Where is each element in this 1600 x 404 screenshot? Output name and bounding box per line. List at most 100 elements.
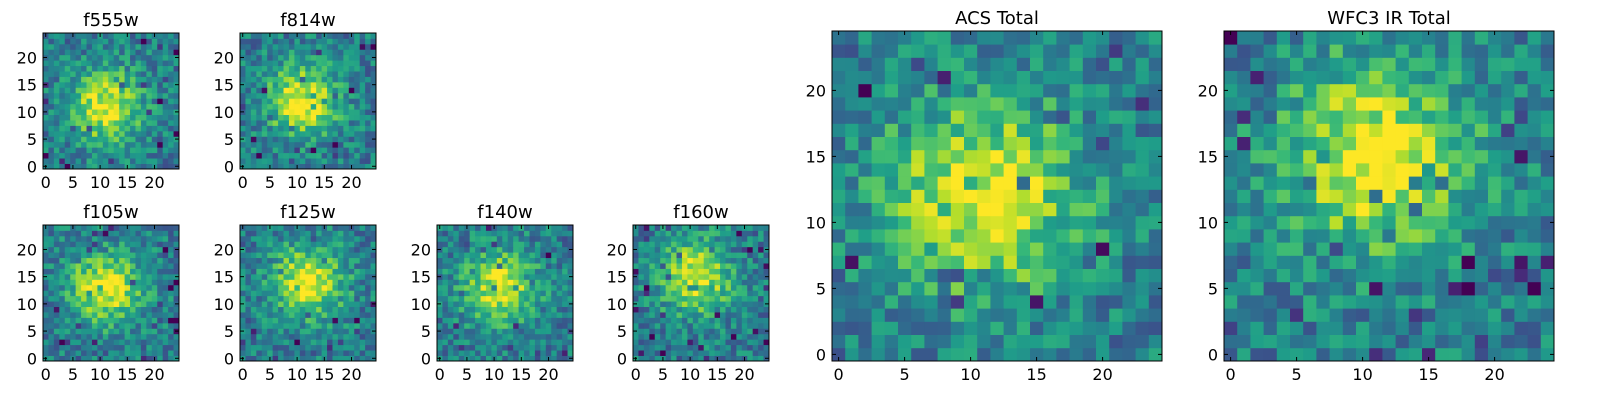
heat-cell [48,317,54,323]
heat-cell [343,301,349,307]
heat-cell [125,323,131,329]
heat-cell [1083,123,1097,137]
heat-cell [677,339,683,345]
heat-cell [858,123,872,137]
heat-cell [65,241,71,247]
heat-cell [736,285,742,291]
heat-cell [1070,321,1084,335]
heat-cell [284,98,290,104]
heat-cell [633,323,639,329]
heat-cell [108,263,114,269]
heat-cell [990,44,1004,58]
heat-cell [284,301,290,307]
heat-cell [316,104,322,110]
heat-cell [300,60,306,66]
heat-cell [1109,295,1123,309]
heat-cell [540,263,546,269]
heat-cell [54,301,60,307]
heat-cell [354,136,360,142]
heat-cell [240,44,246,50]
heat-cell [70,104,76,110]
heat-cell [322,323,328,329]
heat-cell [256,77,262,83]
heat-cell [119,279,125,285]
heat-cell [54,153,60,159]
heat-cell [557,225,563,231]
heat-cell [649,334,655,340]
heat-cell [924,163,938,177]
heat-cell [513,274,519,280]
heat-cell [687,241,693,247]
heat-cell [486,317,492,323]
heat-cell [1343,282,1357,296]
heat-cell [725,263,731,269]
heat-cell [130,312,136,318]
heat-cell [157,98,163,104]
heat-cell [300,104,306,110]
heat-cell [311,225,317,231]
heat-cell [666,269,672,275]
heat-cell [284,263,290,269]
heat-cell [240,120,246,126]
heat-cell [300,38,306,44]
heat-cell [332,258,338,264]
heat-cell [1017,150,1031,164]
heat-cell [81,98,87,104]
heat-cell [459,263,465,269]
heat-cell [48,236,54,242]
heat-cell [529,252,535,258]
heat-cell [327,274,333,280]
heat-cell [1250,229,1264,243]
heat-cell [898,255,912,269]
heat-cell [76,263,82,269]
heat-cell [43,87,49,93]
heat-cell [108,125,114,131]
heat-cell [990,216,1004,230]
heat-cell [273,258,279,264]
heat-cell [508,241,514,247]
heat-cell [911,84,925,98]
heat-cell [152,153,158,159]
heat-cell [1083,137,1097,151]
heat-cell [305,120,311,126]
heat-cell [294,301,300,307]
heat-cell [114,334,120,340]
heat-cell [666,252,672,258]
heat-cell [682,252,688,258]
heat-cell [157,323,163,329]
heat-cell [245,98,251,104]
heat-cell [486,225,492,231]
heat-cell [562,247,568,253]
heat-cell [557,328,563,334]
heat-cell [343,38,349,44]
heat-cell [481,307,487,313]
heat-cell [300,87,306,93]
x-tick-label: 5 [265,365,275,384]
heat-cell [322,71,328,77]
heat-cell [87,71,93,77]
heat-cell [338,55,344,61]
heat-cell [459,279,465,285]
heat-cell [513,252,519,258]
y-tick-label: 15 [607,268,627,287]
heat-cell [146,104,152,110]
heat-cell [256,120,262,126]
heat-cell [54,269,60,275]
heat-cell [535,230,541,236]
heat-cell [666,274,672,280]
heat-cell [135,142,141,148]
heat-cell [753,301,759,307]
heat-cell [687,279,693,285]
heat-cell [990,31,1004,45]
heat-cell [240,317,246,323]
heat-cell [872,269,886,283]
heat-cell [70,290,76,296]
heat-cell [858,97,872,111]
heat-cell [163,334,169,340]
heat-cell [1136,348,1150,362]
heat-cell [1514,203,1528,217]
heat-cell [65,158,71,164]
heat-cell [135,66,141,72]
heat-cell [562,350,568,356]
heat-cell [59,345,65,351]
